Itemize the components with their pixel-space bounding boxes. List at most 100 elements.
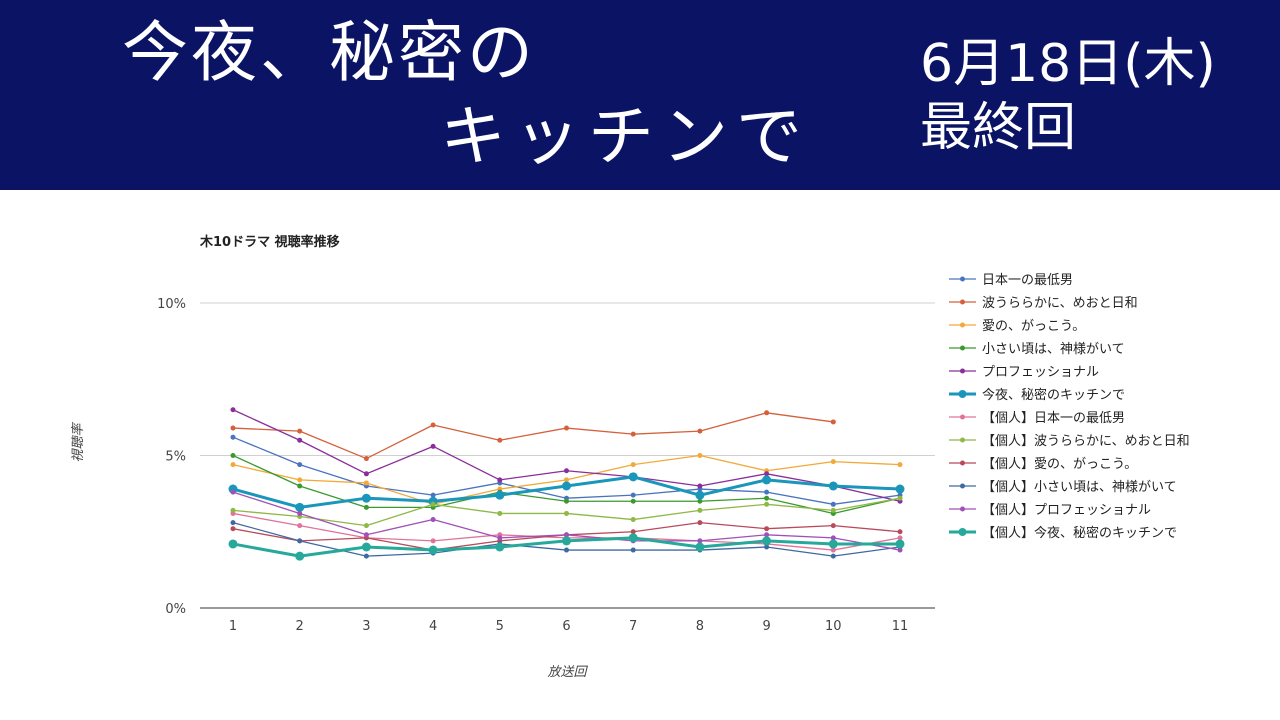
data-point — [695, 490, 705, 500]
x-axis-label: 放送回 — [547, 665, 588, 680]
data-point — [828, 481, 838, 491]
final-episode-label: 最終回 — [920, 98, 1077, 158]
data-point — [230, 425, 236, 431]
data-point — [430, 443, 436, 449]
data-point — [697, 428, 703, 434]
data-point — [564, 477, 569, 483]
data-point — [764, 489, 770, 495]
legend-label: プロフェッショナル — [982, 365, 1099, 380]
legend-marker — [960, 460, 965, 466]
y-axis-label: 視聴率 — [70, 422, 86, 463]
data-point — [564, 532, 569, 538]
legend-label: 日本一の最低男 — [982, 273, 1073, 288]
legend-marker — [960, 299, 965, 305]
legend-item: 小さい頃は、神様がいて — [949, 342, 1125, 357]
data-point — [630, 547, 636, 553]
data-point — [697, 520, 703, 526]
x-tick-label: 4 — [429, 619, 437, 634]
data-point — [695, 542, 705, 552]
data-point — [562, 536, 571, 546]
series-2 — [230, 410, 836, 462]
y-tick-labels: 0% 5% 10% — [157, 297, 186, 617]
data-point — [764, 544, 770, 550]
data-point — [630, 492, 636, 498]
legend-item: プロフェッショナル — [949, 365, 1099, 380]
legend-marker — [958, 390, 967, 398]
data-point — [630, 517, 636, 523]
data-point — [297, 523, 303, 529]
legend-marker — [960, 345, 965, 351]
x-tick-labels: 1 2 3 4 5 6 7 8 9 10 11 — [229, 619, 908, 634]
data-point — [830, 535, 836, 541]
legend-marker — [960, 276, 965, 282]
data-point — [361, 493, 371, 503]
data-point — [297, 428, 303, 434]
legend-marker — [960, 483, 965, 489]
data-point — [363, 532, 369, 538]
legend-label: 波うららかに、めおと日和 — [982, 296, 1138, 311]
data-point — [697, 498, 703, 504]
data-point — [497, 477, 503, 483]
data-point — [630, 529, 636, 535]
y-tick-label: 10% — [157, 297, 186, 312]
x-tick-label: 9 — [762, 619, 770, 634]
data-point — [430, 492, 436, 498]
legend-item: 【個人】愛の、がっこう。 — [949, 457, 1137, 472]
data-point — [230, 407, 236, 413]
data-point — [830, 523, 836, 529]
data-point — [628, 472, 638, 482]
broadcast-date: 6月18日(木) — [920, 34, 1216, 94]
series-12 — [228, 533, 905, 561]
legend-label: 【個人】プロフェッショナル — [982, 503, 1151, 518]
data-point — [897, 495, 903, 501]
legend-item: 【個人】今夜、秘密のキッチンで — [949, 525, 1177, 541]
data-point — [764, 471, 770, 477]
data-point — [230, 526, 236, 532]
data-point — [297, 477, 303, 483]
data-point — [430, 422, 436, 428]
legend-item: 【個人】日本一の最低男 — [949, 411, 1125, 426]
data-point — [764, 410, 770, 416]
legend-item: 愛の、がっこう。 — [949, 319, 1085, 334]
show-title-line1: 今夜、秘密の — [122, 14, 536, 91]
data-point — [497, 535, 503, 541]
data-point — [230, 453, 236, 458]
data-point — [830, 501, 836, 507]
x-tick-label: 8 — [696, 619, 704, 634]
data-point — [361, 542, 371, 552]
data-point — [562, 481, 571, 491]
legend-label: 愛の、がっこう。 — [982, 319, 1085, 334]
series-line — [232, 412, 834, 460]
data-point — [295, 502, 305, 512]
x-tick-label: 7 — [629, 619, 637, 634]
data-point — [564, 510, 569, 516]
data-point — [363, 523, 369, 529]
data-point — [430, 501, 436, 507]
data-point — [564, 547, 569, 553]
legend-label: 【個人】波うららかに、めおと日和 — [982, 434, 1190, 449]
data-point — [495, 490, 505, 500]
data-point — [564, 498, 569, 504]
legend: 日本一の最低男波うららかに、めおと日和愛の、がっこう。小さい頃は、神様がいてプロ… — [949, 273, 1190, 541]
y-tick-label: 5% — [165, 450, 186, 465]
data-point — [363, 456, 369, 462]
data-point — [363, 504, 369, 510]
data-point — [697, 507, 703, 513]
data-point — [764, 526, 770, 532]
legend-marker — [960, 414, 965, 420]
data-point — [764, 495, 770, 501]
data-point — [230, 434, 236, 440]
grid-lines — [200, 302, 935, 609]
data-point — [497, 510, 503, 516]
data-point — [297, 483, 303, 489]
data-point — [297, 538, 303, 544]
series-8 — [230, 495, 903, 529]
title-banner: 今夜、秘密の キッチンで 6月18日(木) 最終回 — [0, 0, 1280, 190]
y-tick-label: 0% — [165, 602, 186, 617]
series-7 — [230, 510, 903, 553]
data-point — [630, 462, 636, 468]
data-point — [828, 539, 838, 549]
data-point — [897, 529, 903, 535]
data-point — [628, 533, 638, 543]
legend-marker — [958, 528, 967, 536]
